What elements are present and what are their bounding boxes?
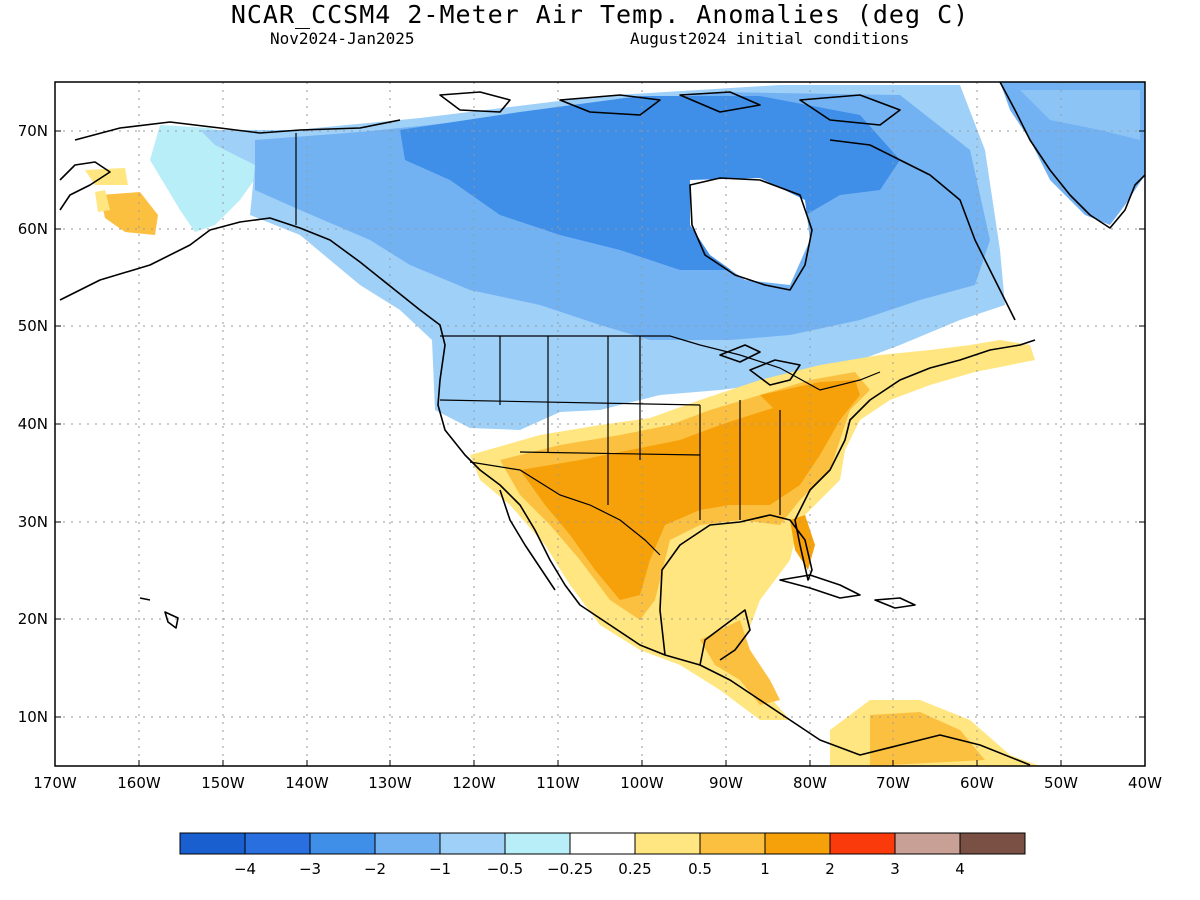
lon-label: 130W bbox=[368, 774, 412, 792]
colorbar-swatch bbox=[959, 832, 1026, 855]
colorbar-label: 1 bbox=[760, 860, 770, 878]
colorbar-swatch bbox=[634, 832, 701, 855]
colorbar-label: 0.25 bbox=[618, 860, 651, 878]
lon-label: 170W bbox=[33, 774, 77, 792]
initial-conditions: August2024 initial conditions bbox=[630, 29, 910, 48]
lon-label: 50W bbox=[1044, 774, 1078, 792]
lat-label: 50N bbox=[18, 317, 48, 335]
lon-label: 150W bbox=[201, 774, 245, 792]
colorbar-swatch bbox=[764, 832, 831, 855]
latitude-axis: 70N 60N 50N 40N 30N 20N 10N bbox=[18, 122, 1145, 726]
colorbar-label: −2 bbox=[364, 860, 386, 878]
lon-label: 100W bbox=[620, 774, 664, 792]
colorbar-swatch bbox=[699, 832, 766, 855]
colorbar-label: 0.5 bbox=[688, 860, 712, 878]
colorbar-label: 2 bbox=[825, 860, 835, 878]
colorbar-swatch bbox=[569, 832, 636, 855]
colorbar-swatch bbox=[829, 832, 896, 855]
colorbar-swatch bbox=[504, 832, 571, 855]
lon-label: 70W bbox=[876, 774, 910, 792]
map-area bbox=[55, 82, 1145, 766]
lon-label: 90W bbox=[709, 774, 743, 792]
lon-label: 110W bbox=[536, 774, 580, 792]
lat-label: 10N bbox=[18, 708, 48, 726]
colorbar-label: −4 bbox=[234, 860, 256, 878]
colorbar-label: 3 bbox=[890, 860, 900, 878]
colorbar-swatch bbox=[309, 832, 376, 855]
colorbar-label: −3 bbox=[299, 860, 321, 878]
lon-label: 60W bbox=[960, 774, 994, 792]
colorbar-swatch bbox=[439, 832, 506, 855]
lat-label: 60N bbox=[18, 220, 48, 238]
lon-label: 80W bbox=[793, 774, 827, 792]
colorbar-swatch bbox=[244, 832, 311, 855]
coastlines bbox=[59, 82, 1145, 766]
colorbar-label: −0.5 bbox=[487, 860, 523, 878]
lon-label: 120W bbox=[452, 774, 496, 792]
lat-label: 30N bbox=[18, 513, 48, 531]
lon-label: 40W bbox=[1128, 774, 1162, 792]
lon-label: 140W bbox=[285, 774, 329, 792]
map-title: NCAR_CCSM4 2-Meter Air Temp. Anomalies (… bbox=[230, 0, 970, 29]
lat-label: 70N bbox=[18, 122, 48, 140]
lon-label: 160W bbox=[117, 774, 161, 792]
colorbar-swatch bbox=[374, 832, 441, 855]
forecast-period: Nov2024-Jan2025 bbox=[270, 29, 415, 48]
colorbar-swatch bbox=[179, 832, 246, 855]
colorbar: −4 −3 −2 −1 −0.5 −0.25 0.25 0.5 1 2 3 4 bbox=[179, 832, 1026, 878]
longitude-axis: 170W 160W 150W 140W 130W 120W 110W 100W … bbox=[33, 760, 1162, 792]
lat-label: 20N bbox=[18, 610, 48, 628]
colorbar-swatch bbox=[894, 832, 961, 855]
colorbar-label: −1 bbox=[429, 860, 451, 878]
lat-label: 40N bbox=[18, 415, 48, 433]
colorbar-label: −0.25 bbox=[547, 860, 593, 878]
colorbar-label: 4 bbox=[955, 860, 965, 878]
political-boundaries bbox=[295, 133, 881, 556]
